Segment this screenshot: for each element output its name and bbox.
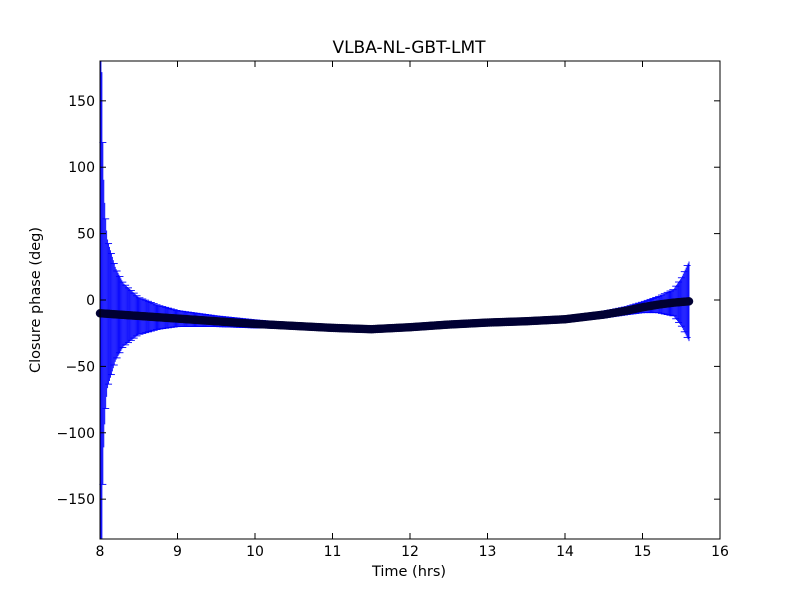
y-axis-label: Closure phase (deg) (28, 227, 44, 373)
y-tick-label: −150 (57, 492, 95, 508)
x-tick-label: 14 (556, 544, 574, 560)
x-tick-label: 8 (96, 544, 105, 560)
x-tick-label: 11 (324, 544, 342, 560)
y-tick-label: 0 (86, 293, 95, 309)
x-tick-label: 13 (479, 544, 497, 560)
x-tick-label: 9 (173, 544, 182, 560)
x-tick-label: 10 (246, 544, 264, 560)
y-tick-label: 50 (77, 227, 95, 243)
y-tick-label: −50 (65, 359, 95, 375)
axes-layer: 8 9 10 11 12 13 14 15 16 −150 −100 −50 0 50 100 150 (57, 60, 729, 560)
x-tick-label: 12 (401, 544, 419, 560)
marker-layer (95, 297, 694, 334)
y-tick-label: −100 (57, 426, 95, 442)
x-axis-label: Time (hrs) (371, 564, 446, 580)
y-tick-label: 100 (68, 160, 95, 176)
data-point (684, 297, 694, 306)
x-tick-label: 16 (711, 544, 729, 560)
chart-title: VLBA-NL-GBT-LMT (332, 38, 486, 58)
y-tick-label: 150 (68, 94, 95, 110)
x-tick-label: 15 (634, 544, 652, 560)
